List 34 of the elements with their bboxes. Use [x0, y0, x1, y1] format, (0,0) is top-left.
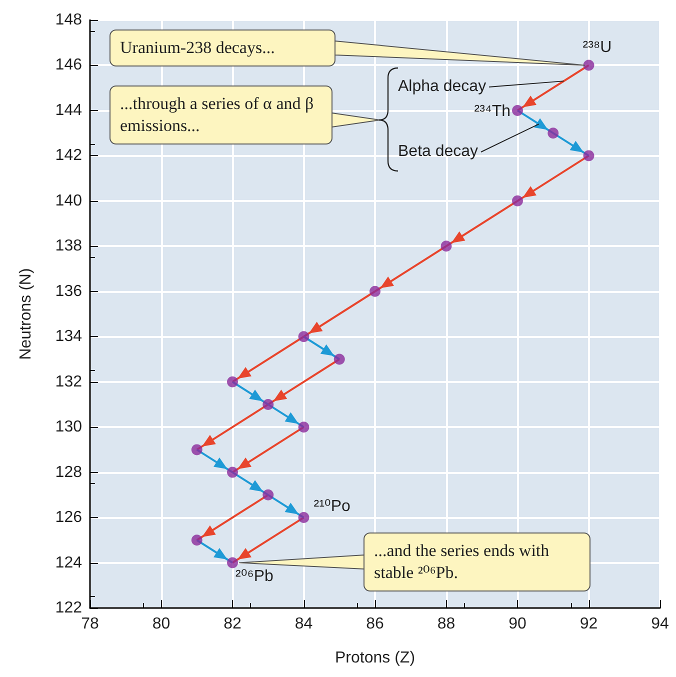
x-tick-label: 80	[152, 616, 170, 632]
y-tick-label: 124	[55, 554, 82, 572]
x-tick-label: 94	[651, 616, 669, 632]
y-tick-label: 134	[55, 328, 82, 346]
y-tick-label: 148	[55, 12, 82, 28]
annotation: Beta decay	[398, 143, 478, 161]
annotation: Alpha decay	[398, 78, 486, 96]
y-tick-label: 122	[55, 600, 82, 616]
y-tick-label: 144	[55, 102, 82, 119]
annotation: Uranium-238 decays...	[120, 37, 276, 59]
annotation: ...through a series of α and β emissions...	[120, 93, 315, 137]
annotation: ²³⁴Th	[474, 103, 510, 122]
annotation: ²³⁸U	[582, 39, 612, 58]
y-tick-label: 130	[55, 418, 82, 436]
annotation: ...and the series ends with stable ²⁰⁶Pb.	[374, 540, 550, 584]
x-tick-label: 88	[437, 616, 456, 632]
annotation: ²⁰⁶Pb	[236, 568, 274, 586]
x-tick-label: 82	[224, 616, 242, 632]
y-tick-label: 142	[55, 147, 82, 164]
annotation: ²¹⁰Po	[314, 498, 350, 516]
y-tick-label: 128	[55, 464, 82, 481]
y-tick-label: 136	[55, 282, 82, 300]
y-tick-label: 126	[55, 509, 82, 526]
y-tick-label: 138	[55, 238, 82, 255]
y-axis-title: Neutrons (N)	[18, 268, 34, 360]
y-tick-label: 132	[55, 373, 82, 390]
x-tick-label: 92	[580, 616, 598, 632]
x-tick-label: 84	[294, 616, 313, 632]
x-tick-label: 78	[81, 616, 99, 632]
x-tick-label: 86	[366, 616, 384, 632]
y-tick-label: 140	[55, 192, 82, 210]
y-tick-label: 146	[55, 56, 82, 74]
x-tick-label: 90	[508, 616, 526, 632]
x-axis-title: Protons (Z)	[334, 650, 416, 666]
